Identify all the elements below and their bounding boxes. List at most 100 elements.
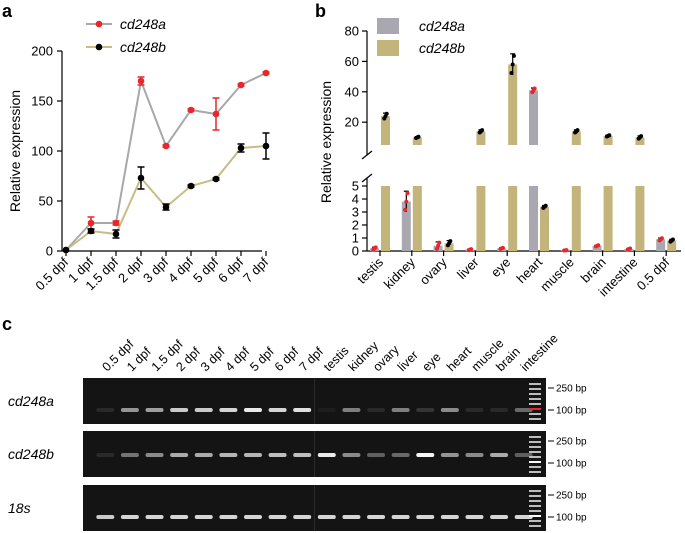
lane-label: 6 dpf — [272, 344, 302, 374]
data-point-cd248b — [212, 175, 220, 183]
legend-label: cd248b — [120, 39, 166, 55]
ladder-band — [529, 393, 541, 395]
data-point-cd248b — [237, 144, 245, 152]
legend-swatch — [377, 40, 399, 56]
x-tick-label: liver — [454, 254, 482, 282]
gel-band — [145, 453, 164, 457]
ladder-band — [529, 510, 541, 512]
gel-band — [342, 453, 361, 457]
data-point-cd248a — [237, 81, 245, 89]
replicate-dot — [448, 239, 453, 244]
marker-label-250: 250 bp — [556, 491, 587, 502]
replicate-dot — [416, 134, 421, 139]
bar-cd248b — [571, 131, 581, 145]
bar-cd248b-lower — [412, 186, 422, 251]
replicate-dot — [436, 243, 441, 248]
replicate-dot — [607, 133, 612, 138]
gel-band — [391, 408, 410, 412]
gel-band — [342, 408, 361, 412]
data-point-cd248b — [62, 246, 70, 254]
y-tick-label: 0 — [46, 244, 53, 259]
panel-b-letter: b — [315, 1, 326, 21]
x-tick-label: 0.5 dpf — [634, 254, 673, 293]
data-point-cd248a — [137, 77, 145, 85]
gel-band — [293, 408, 312, 412]
replicate-dot — [373, 245, 378, 250]
bar-cd248b — [508, 64, 518, 145]
bar-cd248b — [603, 135, 613, 145]
gel-band — [219, 515, 238, 519]
replicate-dot — [480, 128, 485, 133]
replicate-dot — [511, 53, 516, 58]
ladder-band — [529, 408, 541, 410]
ladder-band — [529, 398, 541, 400]
marker-label-250: 250 bp — [556, 384, 587, 395]
gel-band — [416, 515, 435, 519]
bar-cd248a — [529, 90, 538, 145]
ladder-band — [529, 466, 541, 468]
gel-band — [170, 408, 189, 412]
gel-band — [243, 453, 262, 457]
bar-cd248b — [381, 116, 390, 145]
replicate-dot — [500, 245, 505, 250]
data-point-cd248b — [87, 227, 95, 235]
bar-cd248b — [476, 131, 486, 145]
gel-band — [317, 453, 336, 457]
gel-band — [465, 515, 484, 519]
replicate-dot — [564, 248, 569, 253]
data-point-cd248a — [112, 219, 120, 227]
legend-swatch — [377, 18, 399, 34]
series-line-cd248a — [65, 72, 267, 251]
bar-cd248b-lower — [603, 186, 613, 251]
bar-cd248b-lower — [635, 186, 645, 251]
gel-band — [342, 515, 361, 519]
y-tick-label: 100 — [31, 144, 53, 159]
gel-band — [391, 453, 410, 457]
y-tick-label: 60 — [345, 54, 359, 69]
bar-cd248a-lower — [529, 186, 538, 251]
y-tick-label: 5 — [352, 179, 359, 194]
replicate-dot — [437, 240, 442, 245]
y-axis-title: Relative expression — [7, 90, 23, 212]
lane-label: intestine — [518, 331, 561, 374]
x-tick-label: 2 dpf — [115, 254, 146, 285]
bar-cd248b-lower — [476, 186, 486, 251]
legend-marker — [95, 43, 103, 51]
gel-band — [170, 453, 189, 457]
gel-band — [367, 453, 386, 457]
data-point-cd248a — [87, 219, 95, 227]
gel-row-label: 18s — [8, 500, 31, 516]
replicate-dot — [434, 246, 439, 251]
gel-band — [120, 408, 139, 412]
lane-label: 5 dpf — [247, 344, 277, 374]
panel-c-letter: c — [2, 314, 12, 334]
gel-band — [194, 408, 213, 412]
lane-label: 7 dpf — [296, 344, 326, 374]
gel-band — [194, 515, 213, 519]
bar-cd248b-lower — [508, 186, 518, 251]
replicate-dot — [659, 236, 664, 241]
replicate-dot — [384, 111, 389, 116]
gel-band — [490, 408, 509, 412]
bar-cd248b-lower — [571, 186, 581, 251]
ladder-band — [529, 505, 541, 507]
marker-label-100: 100 bp — [556, 513, 587, 524]
bar-cd248b — [540, 206, 549, 251]
gel-band — [96, 453, 115, 457]
data-point-cd248b — [262, 142, 270, 150]
y-tick-label: 150 — [31, 94, 53, 109]
gel-band — [490, 515, 509, 519]
replicate-dot — [403, 207, 408, 212]
ladder-band — [529, 461, 541, 463]
x-tick-label: eye — [488, 255, 513, 280]
gel-band — [367, 408, 386, 412]
bar-cd248b — [667, 240, 677, 251]
gel-band — [268, 453, 287, 457]
data-point-cd248b — [187, 182, 195, 190]
gel-band — [243, 408, 262, 412]
y-tick-label: 2 — [352, 218, 359, 233]
gel-band — [416, 408, 435, 412]
y-tick-label: 200 — [31, 44, 53, 59]
replicate-dot — [532, 86, 537, 91]
